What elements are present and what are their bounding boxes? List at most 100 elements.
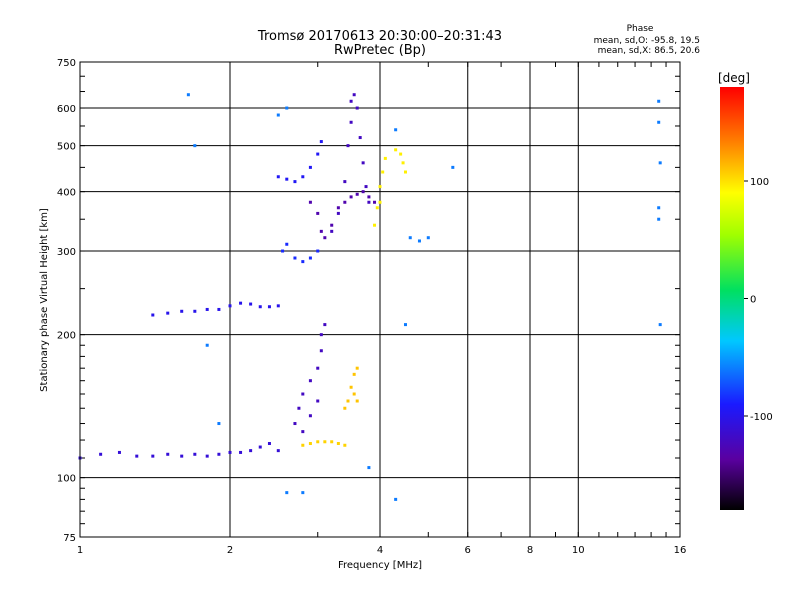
data-point [349, 195, 353, 199]
data-point [378, 185, 382, 189]
data-point [193, 144, 197, 148]
y-tick-label: 500 [57, 142, 76, 153]
data-point [276, 304, 280, 308]
data-point [349, 385, 353, 389]
y-tick-label: 100 [57, 474, 76, 485]
data-point [394, 128, 398, 132]
y-axis-label: Stationary phase Virtual Height [km] [39, 208, 50, 392]
data-point [166, 311, 170, 315]
phase-heading: Phase [627, 24, 654, 34]
data-point [193, 309, 197, 313]
data-point [228, 304, 232, 308]
data-point [180, 309, 184, 313]
data-point [323, 236, 327, 240]
data-point [166, 452, 170, 456]
data-point [316, 211, 320, 215]
data-point [135, 454, 139, 458]
data-point [343, 200, 347, 204]
trace-f-layer-o-trace-lower [308, 190, 377, 240]
data-point [276, 113, 280, 117]
data-point [276, 175, 280, 179]
data-point [399, 152, 403, 156]
x-tick-label: 1 [77, 545, 83, 556]
y-tick-label: 75 [63, 533, 76, 544]
data-point [316, 152, 320, 156]
data-point [401, 161, 405, 165]
data-point [301, 392, 305, 396]
data-point [151, 313, 155, 317]
plot-frame [79, 61, 681, 538]
data-point [301, 491, 305, 495]
x-tick-label: 8 [527, 545, 533, 556]
data-point [364, 185, 368, 189]
trace-f-layer-o-trace-upper [330, 93, 371, 233]
data-point [358, 136, 362, 140]
data-point [367, 195, 371, 199]
x-tick-label: 2 [227, 545, 233, 556]
x-tick-label: 4 [377, 545, 383, 556]
data-point [375, 206, 379, 210]
data-point [297, 406, 301, 410]
trace-es-yellow [301, 440, 347, 447]
data-point [403, 170, 407, 174]
colorbar-ticks: 100 0 -100 [744, 177, 773, 423]
data-point [285, 242, 289, 246]
data-point [373, 223, 377, 227]
data-point [117, 450, 121, 454]
data-point [239, 301, 243, 305]
data-point [267, 305, 271, 309]
data-point [417, 239, 421, 243]
trace-mid-trace [281, 242, 320, 264]
data-point [373, 200, 377, 204]
data-point [378, 200, 382, 204]
x-tick-label: 6 [465, 545, 471, 556]
data-point [657, 99, 661, 103]
trace-lower-e-trace [78, 442, 280, 460]
data-point [349, 120, 353, 124]
data-point [352, 372, 356, 376]
data-point [343, 443, 347, 447]
chart-subtitle: RwPretec (Bp) [334, 43, 426, 58]
axis-ticks: 1 2 4 6 8 10 16 75 100 200 300 400 500 600 750 [57, 58, 686, 556]
data-point [323, 323, 327, 327]
data-point [308, 165, 312, 169]
data-point [319, 140, 323, 144]
colorbar-tick-label: -100 [750, 412, 773, 423]
data-point [355, 192, 359, 196]
data-point [193, 452, 197, 456]
data-point [346, 144, 350, 148]
data-point [308, 379, 312, 383]
data-points [78, 93, 662, 501]
data-point [336, 206, 340, 210]
data-point [316, 249, 320, 253]
data-point [205, 307, 209, 311]
data-point [151, 454, 155, 458]
data-point [361, 161, 365, 165]
colorbar-tick-label: 0 [750, 295, 756, 306]
data-point [293, 256, 297, 260]
phase-line-o: mean, sd,O: -95.8, 19.5 [594, 36, 700, 46]
data-point [316, 399, 320, 403]
data-point [336, 211, 340, 215]
data-point [316, 440, 320, 444]
data-point [249, 449, 253, 453]
data-point [403, 323, 407, 327]
data-point [658, 161, 662, 165]
data-point [352, 392, 356, 396]
data-point [281, 249, 285, 253]
data-point [285, 177, 289, 181]
data-point [217, 452, 221, 456]
data-point [308, 414, 312, 418]
data-point [657, 217, 661, 221]
data-point [99, 452, 103, 456]
data-point [330, 440, 334, 444]
trace-f1-cusp [276, 140, 323, 184]
colorbar [720, 87, 744, 510]
data-point [285, 491, 289, 495]
data-point [319, 333, 323, 337]
data-point [301, 260, 305, 264]
data-point [180, 454, 184, 458]
data-point [276, 449, 280, 453]
data-point [301, 443, 305, 447]
